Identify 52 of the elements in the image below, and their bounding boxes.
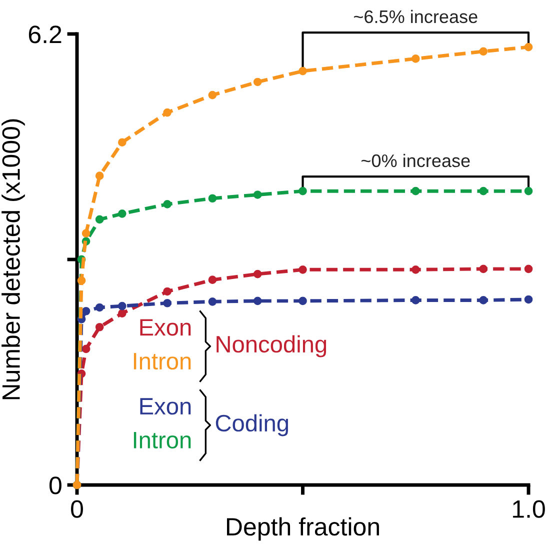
point <box>479 47 488 56</box>
point <box>163 298 172 308</box>
point <box>411 54 420 63</box>
point <box>479 264 488 274</box>
point <box>411 186 420 196</box>
annotation: Coding <box>216 414 288 436</box>
point <box>524 264 533 274</box>
point <box>95 172 104 180</box>
point <box>208 90 217 100</box>
x-axis-title: Depth fraction <box>226 517 379 541</box>
point <box>95 322 104 332</box>
point <box>253 190 262 199</box>
series-label: Exon <box>140 319 191 336</box>
point <box>298 66 307 76</box>
point <box>298 265 307 274</box>
text: Exon <box>140 398 191 415</box>
point <box>208 276 217 284</box>
point <box>298 296 307 306</box>
point <box>524 295 533 304</box>
text: ~6.5% increase <box>354 10 478 24</box>
text: Intron <box>134 432 191 448</box>
point <box>82 306 90 316</box>
point <box>163 108 172 117</box>
point <box>298 186 307 196</box>
point <box>524 186 533 196</box>
point <box>411 265 420 274</box>
point <box>95 303 104 312</box>
point <box>479 296 488 304</box>
point <box>253 270 262 278</box>
point <box>118 309 126 318</box>
x-tick-label: 1.0 <box>513 500 545 518</box>
point <box>411 296 420 304</box>
point <box>253 78 262 86</box>
annotation: Noncoding <box>216 335 326 358</box>
point <box>95 215 104 224</box>
point <box>479 186 488 196</box>
point <box>82 344 90 354</box>
point <box>82 229 90 238</box>
point <box>208 298 217 306</box>
point <box>77 276 86 285</box>
point <box>524 42 533 52</box>
point <box>253 296 262 306</box>
point <box>163 287 172 296</box>
text: Intron <box>134 353 191 370</box>
point <box>118 302 126 310</box>
point <box>163 200 172 208</box>
y-tick-label: 6.2 <box>28 26 62 44</box>
point <box>118 138 126 147</box>
point <box>208 194 217 203</box>
y-axis-title: Number detected (x1000) <box>2 119 25 400</box>
annotation: ~0% increase <box>362 154 470 168</box>
point <box>118 209 126 218</box>
